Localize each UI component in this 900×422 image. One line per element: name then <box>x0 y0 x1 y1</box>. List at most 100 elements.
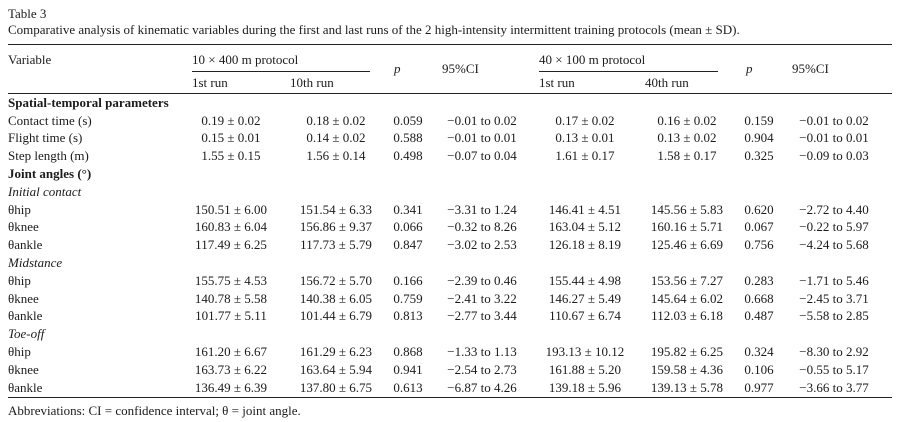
section-label: Midstance <box>8 255 63 271</box>
kinematic-variables-table: Variable 10 × 400 m protocol p 95%CI 40 … <box>8 44 892 398</box>
column-header-10th-run: 10th run <box>290 74 334 90</box>
cell-value: 140.78 ± 5.58 <box>194 290 268 306</box>
cell-value: 0.904 <box>744 130 774 146</box>
cell-value: 0.588 <box>393 130 423 146</box>
cell-value: 0.19 ± 0.02 <box>201 112 261 128</box>
cell-value: 145.64 ± 6.02 <box>650 290 724 306</box>
section-label: Spatial-temporal parameters <box>8 94 169 110</box>
cell-value: −2.45 to 3.71 <box>799 290 869 306</box>
cell-value: 195.82 ± 6.25 <box>650 344 724 360</box>
cell-value: 150.51 ± 6.00 <box>194 201 268 217</box>
row-label: θankle <box>8 379 43 395</box>
cell-value: −2.39 to 0.46 <box>447 272 517 288</box>
cell-value: 126.18 ± 8.19 <box>548 237 622 253</box>
cell-value: −0.09 to 0.03 <box>799 148 869 164</box>
cell-value: 163.04 ± 5.12 <box>548 219 622 235</box>
row-label: θhip <box>8 344 31 360</box>
cell-value: 0.17 ± 0.02 <box>555 112 615 128</box>
cell-value: 0.166 <box>393 272 423 288</box>
cell-value: 0.613 <box>393 379 423 395</box>
row-label: Flight time (s) <box>8 130 83 146</box>
cell-value: 0.668 <box>744 290 774 306</box>
cell-value: 0.977 <box>744 379 774 395</box>
cell-value: 140.38 ± 6.05 <box>299 290 373 306</box>
section-label: Initial contact <box>8 183 82 199</box>
row-label: θankle <box>8 308 43 324</box>
section-label: Toe-off <box>8 326 45 342</box>
cell-value: 0.066 <box>393 219 423 235</box>
cell-value: −1.33 to 1.13 <box>447 344 517 360</box>
cell-value: 0.067 <box>744 219 774 235</box>
cell-value: −0.01 to 0.01 <box>447 130 517 146</box>
cell-value: 161.88 ± 5.20 <box>548 361 622 377</box>
table-number: Table 3 <box>8 6 47 21</box>
table-row: θknee 140.78 ± 5.58 140.38 ± 6.05 0.759 −2.4… <box>8 290 892 308</box>
row-label: θhip <box>8 272 31 288</box>
column-header-40th-run: 40th run <box>645 74 689 90</box>
column-header-p-protocol2: p <box>746 61 753 76</box>
cell-value: −2.77 to 3.44 <box>447 308 517 324</box>
table-row: θankle 101.77 ± 5.11 101.44 ± 6.79 0.813 −2.… <box>8 308 892 326</box>
cell-value: 161.20 ± 6.67 <box>194 344 268 360</box>
cell-value: 159.58 ± 4.36 <box>650 361 724 377</box>
cell-value: 0.847 <box>393 237 423 253</box>
table-row: θknee 163.73 ± 6.22 163.64 ± 5.94 0.941 −2.5… <box>8 361 892 379</box>
cell-value: 1.58 ± 0.17 <box>657 148 717 164</box>
row-label: θankle <box>8 237 43 253</box>
cell-value: 0.868 <box>393 344 423 360</box>
cell-value: −0.01 to 0.01 <box>799 130 869 146</box>
column-header-ci-protocol2: 95%CI <box>792 61 829 76</box>
section-row: Toe-off <box>8 325 892 343</box>
column-header-1st-run-protocol1: 1st run <box>192 74 228 90</box>
cell-value: −0.07 to 0.04 <box>447 148 517 164</box>
cell-value: 0.15 ± 0.01 <box>201 130 261 146</box>
table-body: Spatial-temporal parameters Contact time … <box>8 94 892 398</box>
row-label: θknee <box>8 290 39 306</box>
cell-value: 117.49 ± 6.25 <box>195 237 267 253</box>
cell-value: −0.22 to 5.97 <box>799 219 869 235</box>
cell-value: 101.44 ± 6.79 <box>299 308 373 324</box>
cell-value: 0.18 ± 0.02 <box>306 112 366 128</box>
cell-value: 153.56 ± 7.27 <box>650 272 724 288</box>
cell-value: 0.487 <box>744 308 774 324</box>
cell-value: −2.54 to 2.73 <box>447 361 517 377</box>
table-caption: Comparative analysis of kinematic variab… <box>8 22 740 37</box>
group-label-10x400: 10 × 400 m protocol <box>192 52 370 72</box>
cell-value: 155.44 ± 4.98 <box>548 272 622 288</box>
cell-value: 160.16 ± 5.71 <box>650 219 724 235</box>
table-row: θankle 117.49 ± 6.25 117.73 ± 5.79 0.847 −3.… <box>8 236 892 254</box>
section-row: Initial contact <box>8 183 892 201</box>
cell-value: 155.75 ± 4.53 <box>194 272 268 288</box>
table-row: Step length (m) 1.55 ± 0.15 1.56 ± 0.14 0.4… <box>8 147 892 165</box>
cell-value: 112.03 ± 6.18 <box>651 308 723 324</box>
cell-value: 0.941 <box>393 361 423 377</box>
cell-value: −6.87 to 4.26 <box>447 379 517 395</box>
cell-value: 0.14 ± 0.02 <box>306 130 366 146</box>
cell-value: 137.80 ± 6.75 <box>299 379 373 395</box>
table-row: Flight time (s) 0.15 ± 0.01 0.14 ± 0.02 0.5… <box>8 130 892 148</box>
cell-value: 0.324 <box>744 344 774 360</box>
cell-value: 156.72 ± 5.70 <box>299 272 373 288</box>
table-header: Variable 10 × 400 m protocol p 95%CI 40 … <box>8 45 892 94</box>
cell-value: 151.54 ± 6.33 <box>299 201 373 217</box>
cell-value: 0.756 <box>744 237 774 253</box>
cell-value: 0.159 <box>744 112 774 128</box>
cell-value: 125.46 ± 6.69 <box>650 237 724 253</box>
cell-value: −3.66 to 3.77 <box>799 379 869 395</box>
cell-value: 0.13 ± 0.02 <box>657 130 717 146</box>
section-label: Joint angles (°) <box>8 166 92 182</box>
table-row: θankle 136.49 ± 6.39 137.80 ± 6.75 0.613 −6.… <box>8 379 892 397</box>
cell-value: −2.41 to 3.22 <box>447 290 517 306</box>
cell-value: 193.13 ± 10.12 <box>545 344 625 360</box>
cell-value: 160.83 ± 6.04 <box>194 219 268 235</box>
cell-value: 1.55 ± 0.15 <box>201 148 261 164</box>
header-group-row: Variable 10 × 400 m protocol p 95%CI 40 … <box>8 45 892 76</box>
cell-value: 1.61 ± 0.17 <box>555 148 615 164</box>
column-header-1st-run-protocol2: 1st run <box>539 74 575 90</box>
row-label: θhip <box>8 201 31 217</box>
cell-value: 145.56 ± 5.83 <box>650 201 724 217</box>
cell-value: 1.56 ± 0.14 <box>306 148 366 164</box>
cell-value: 117.73 ± 5.79 <box>300 237 372 253</box>
table-row: θknee 160.83 ± 6.04 156.86 ± 9.37 0.066 −0.3… <box>8 219 892 237</box>
